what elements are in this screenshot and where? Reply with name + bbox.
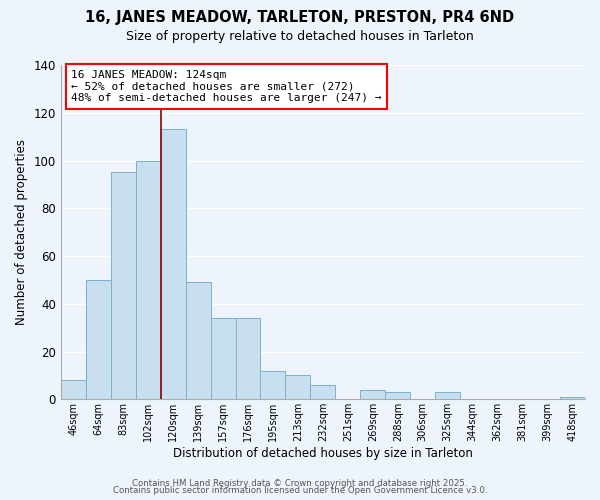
Text: 16 JANES MEADOW: 124sqm
← 52% of detached houses are smaller (272)
48% of semi-d: 16 JANES MEADOW: 124sqm ← 52% of detache… <box>71 70 382 103</box>
Bar <box>286 376 310 400</box>
Bar <box>136 160 161 400</box>
Bar <box>385 392 410 400</box>
Text: 16, JANES MEADOW, TARLETON, PRESTON, PR4 6ND: 16, JANES MEADOW, TARLETON, PRESTON, PR4… <box>85 10 515 25</box>
Y-axis label: Number of detached properties: Number of detached properties <box>15 139 28 325</box>
Bar <box>260 370 286 400</box>
Bar <box>161 130 185 400</box>
Bar <box>236 318 260 400</box>
Bar <box>61 380 86 400</box>
Text: Size of property relative to detached houses in Tarleton: Size of property relative to detached ho… <box>126 30 474 43</box>
Bar <box>310 385 335 400</box>
Text: Contains HM Land Registry data © Crown copyright and database right 2025.: Contains HM Land Registry data © Crown c… <box>132 478 468 488</box>
Bar <box>560 397 585 400</box>
Bar <box>211 318 236 400</box>
Bar <box>111 172 136 400</box>
Bar <box>86 280 111 400</box>
Bar <box>435 392 460 400</box>
Text: Contains public sector information licensed under the Open Government Licence v3: Contains public sector information licen… <box>113 486 487 495</box>
Bar <box>361 390 385 400</box>
Bar <box>185 282 211 400</box>
X-axis label: Distribution of detached houses by size in Tarleton: Distribution of detached houses by size … <box>173 447 473 460</box>
